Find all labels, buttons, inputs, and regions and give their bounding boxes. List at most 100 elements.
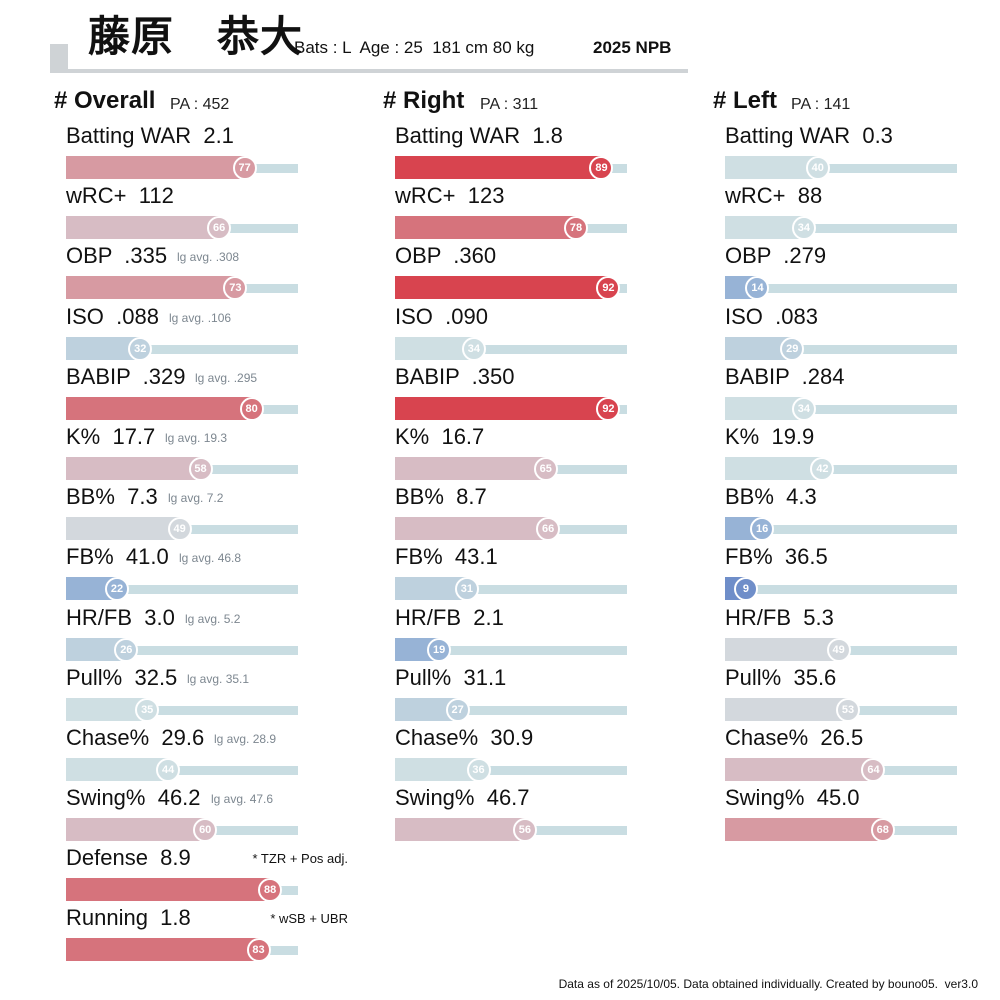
percentile-track-line [725, 224, 957, 234]
metric-row: Batting WAR 0.3 40 [713, 120, 1000, 180]
league-average: lg avg. .106 [169, 310, 232, 325]
column-pa: PA : 452 [170, 96, 230, 113]
percentile-track: 66 [66, 216, 298, 241]
metric-row: Chase% 26.5 64 [713, 722, 1000, 782]
percentile-badge: 66 [536, 517, 561, 542]
percentile-badge: 89 [589, 156, 614, 180]
footer-credits: Data as of 2025/10/05. Data obtained ind… [558, 977, 978, 991]
percentile-badge: 19 [427, 637, 452, 662]
metric-row: HR/FB 5.3 49 [713, 602, 1000, 662]
metric-row: Chase% 29.6 lg avg. 28.9 44 [54, 722, 354, 782]
percentile-badge: 29 [780, 336, 805, 361]
league-average: lg avg. 47.6 [211, 792, 274, 807]
percentile-badge: 73 [223, 276, 248, 301]
percentile-bar [66, 577, 118, 601]
metric-label: FB% 41.0 [66, 544, 169, 570]
metric-label: OBP .360 [395, 243, 497, 269]
metric-label: BABIP .284 [725, 363, 845, 389]
metric-row: BABIP .350 92 [383, 361, 683, 421]
percentile-bar [66, 156, 245, 179]
percentile-bar [66, 878, 271, 902]
metric-row: Swing% 46.2 lg avg. 47.6 60 [54, 782, 354, 843]
percentile-bar [725, 336, 793, 360]
overall-column: # Overall PA : 452 Batting WAR 2.1 77 wRC+… [54, 86, 354, 966]
metric-label: ISO .090 [395, 303, 488, 329]
metric-rows: Batting WAR 2.1 77 wRC+ 112 66 OBP .335 lg av… [54, 120, 354, 963]
percentile-track: 27 [395, 697, 627, 722]
percentile-bar [395, 456, 546, 480]
metric-row: HR/FB 2.1 19 [383, 602, 683, 662]
percentile-bar [395, 517, 549, 541]
percentile-track-line [395, 765, 627, 775]
percentile-badge: 35 [135, 697, 160, 722]
percentile-badge: 44 [156, 757, 181, 782]
percentile-track: 32 [66, 336, 298, 361]
metric-label: HR/FB 3.0 [66, 604, 175, 630]
metric-label: K% 19.9 [725, 423, 815, 449]
metric-row: Pull% 31.1 27 [383, 662, 683, 722]
percentile-badge: 60 [193, 818, 218, 843]
metric-label: BABIP .350 [395, 363, 515, 389]
percentile-badge: 36 [466, 757, 491, 782]
metric-label: Swing% 46.2 [66, 785, 201, 811]
percentile-badge: 27 [445, 697, 470, 722]
metric-label: Chase% 29.6 [66, 724, 205, 750]
percentile-track: 42 [725, 456, 957, 481]
metric-row: wRC+ 88 34 [713, 180, 1000, 241]
percentile-track: 65 [395, 456, 627, 481]
metric-label: Running 1.8 [66, 905, 191, 931]
metric-label: BB% 7.3 [66, 484, 158, 510]
percentile-bar [395, 216, 576, 240]
metric-label: FB% 43.1 [395, 544, 498, 570]
percentile-bar [395, 396, 609, 420]
percentile-track: 60 [66, 818, 298, 843]
metric-label: ISO .083 [725, 303, 818, 329]
metric-row: BB% 7.3 lg avg. 7.2 49 [54, 481, 354, 542]
percentile-track: 89 [395, 156, 627, 180]
percentile-track: 14 [725, 276, 957, 301]
percentile-track: 34 [725, 396, 957, 421]
column-title: # Overall [54, 87, 156, 114]
percentile-bar [395, 156, 602, 179]
percentile-bar [725, 637, 839, 661]
percentile-bar [395, 577, 467, 601]
metric-row: Defense 8.9 * TZR + Pos adj. 88 [54, 842, 354, 903]
percentile-badge: 34 [791, 216, 816, 241]
percentile-track: 53 [725, 697, 957, 722]
percentile-track-line [725, 585, 957, 595]
league-average: lg avg. .295 [195, 370, 258, 385]
percentile-track-line [395, 344, 627, 354]
metric-row: ISO .083 29 [713, 301, 1000, 361]
league-average: lg avg. 5.2 [185, 611, 241, 626]
percentile-bar [395, 276, 609, 300]
percentile-track: 56 [395, 818, 627, 843]
metric-label: FB% 36.5 [725, 544, 828, 570]
percentile-track: 58 [66, 456, 298, 481]
league-average: lg avg. 35.1 [187, 671, 250, 686]
metric-rows: Batting WAR 0.3 40 wRC+ 88 34 OBP .279 14 ISO … [713, 120, 1000, 843]
metric-row: OBP .279 14 [713, 240, 1000, 301]
percentile-bar [725, 818, 883, 842]
metric-label: K% 16.7 [395, 423, 485, 449]
percentile-track-line [725, 164, 957, 173]
percentile-bar [66, 818, 206, 842]
percentile-badge: 78 [563, 216, 588, 241]
metric-row: Swing% 45.0 68 [713, 782, 1000, 843]
percentile-track-line [395, 585, 627, 595]
percentile-track-line [395, 645, 627, 655]
percentile-track: 26 [66, 637, 298, 662]
metric-row: OBP .360 92 [383, 240, 683, 301]
metric-label: OBP .335 [66, 243, 168, 269]
metric-rows: Batting WAR 1.8 89 wRC+ 123 78 OBP .360 92 ISO… [383, 120, 683, 843]
column-pa: PA : 141 [791, 96, 851, 113]
percentile-track-line [66, 344, 298, 354]
percentile-bar [66, 396, 252, 420]
percentile-track: 35 [66, 697, 298, 722]
percentile-track: 44 [66, 757, 298, 782]
percentile-track-line [725, 525, 957, 535]
percentile-track: 29 [725, 336, 957, 361]
metric-label: Pull% 35.6 [725, 664, 837, 690]
percentile-track-line [725, 284, 957, 294]
percentile-bar [725, 697, 848, 721]
percentile-track-line [725, 344, 957, 354]
